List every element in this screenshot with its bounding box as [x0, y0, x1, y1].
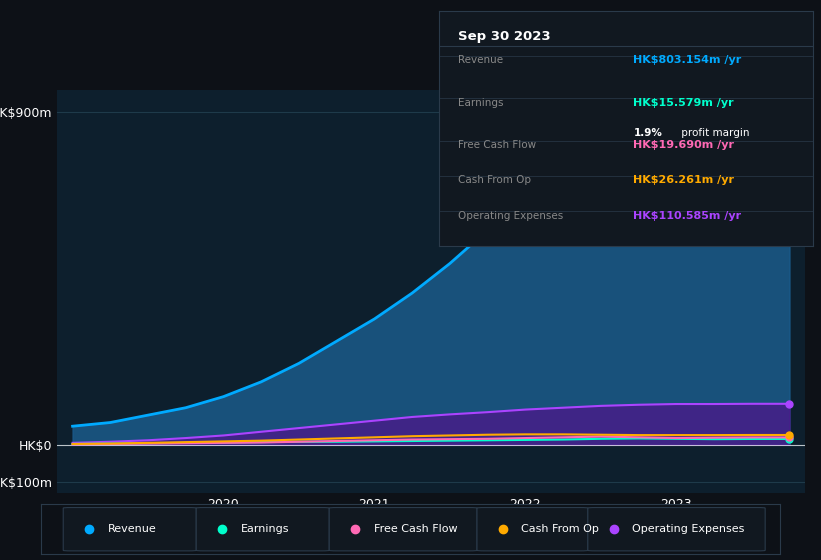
Text: Earnings: Earnings [241, 524, 289, 534]
Text: Revenue: Revenue [458, 55, 503, 66]
FancyBboxPatch shape [588, 507, 765, 551]
Text: Sep 30 2023: Sep 30 2023 [458, 30, 551, 43]
Text: HK$110.585m /yr: HK$110.585m /yr [634, 211, 741, 221]
Text: Free Cash Flow: Free Cash Flow [374, 524, 457, 534]
Text: Earnings: Earnings [458, 97, 503, 108]
Text: HK$803.154m /yr: HK$803.154m /yr [634, 55, 741, 66]
Text: Cash From Op: Cash From Op [458, 175, 531, 185]
FancyBboxPatch shape [196, 507, 329, 551]
Text: HK$26.261m /yr: HK$26.261m /yr [634, 175, 735, 185]
Text: Operating Expenses: Operating Expenses [458, 211, 563, 221]
Text: profit margin: profit margin [678, 128, 750, 138]
Text: Cash From Op: Cash From Op [521, 524, 599, 534]
Text: Free Cash Flow: Free Cash Flow [458, 140, 536, 150]
Text: Operating Expenses: Operating Expenses [632, 524, 745, 534]
FancyBboxPatch shape [477, 507, 588, 551]
Text: HK$15.579m /yr: HK$15.579m /yr [634, 97, 734, 108]
FancyBboxPatch shape [63, 507, 196, 551]
Text: 1.9%: 1.9% [634, 128, 663, 138]
Text: Revenue: Revenue [108, 524, 156, 534]
FancyBboxPatch shape [329, 507, 477, 551]
Text: HK$19.690m /yr: HK$19.690m /yr [634, 140, 735, 150]
